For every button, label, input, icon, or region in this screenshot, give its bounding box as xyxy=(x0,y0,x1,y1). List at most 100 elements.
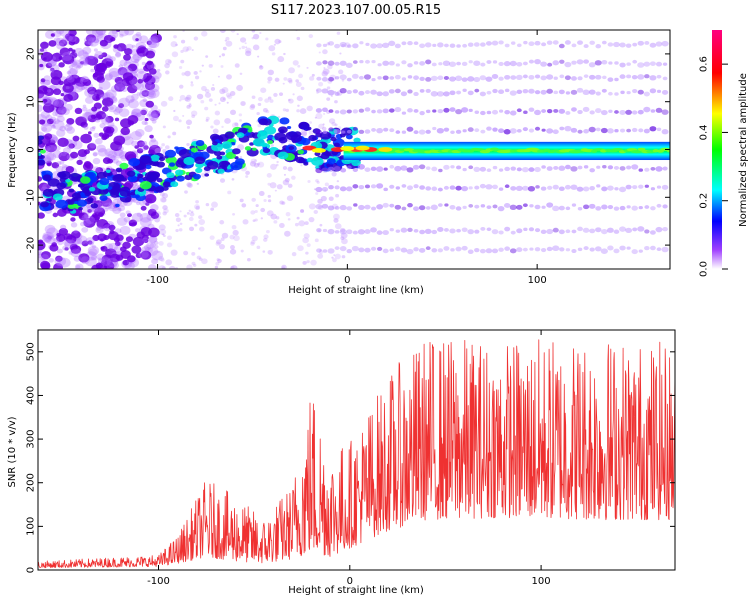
heatmap-cell xyxy=(273,43,276,46)
heatmap-cell xyxy=(239,119,242,122)
heatmap-cell xyxy=(124,30,135,36)
heatmap-cell xyxy=(383,187,388,192)
heatmap-cell xyxy=(294,222,299,227)
heatmap-cell xyxy=(432,109,437,113)
heatmap-cell xyxy=(125,210,131,215)
heatmap-cell xyxy=(504,88,510,93)
heatmap-cell xyxy=(81,86,86,90)
heatmap-cell xyxy=(180,59,185,64)
heatmap-cell xyxy=(82,52,90,58)
heatmap-cell xyxy=(498,168,504,172)
heatmap-cell xyxy=(650,245,656,251)
heatmap-cell xyxy=(282,82,285,85)
heatmap-cell xyxy=(504,246,511,251)
heatmap-cell xyxy=(230,265,238,269)
heatmap-cell xyxy=(136,70,148,80)
heatmap-cell xyxy=(589,228,596,234)
heatmap-cell xyxy=(649,42,657,48)
heatmap-cell xyxy=(175,266,179,269)
heatmap-cell xyxy=(89,55,94,60)
heatmap-cell xyxy=(338,69,344,75)
heatmap-cell xyxy=(99,94,105,99)
heatmap-cell xyxy=(577,226,583,232)
heatmap-cell xyxy=(389,164,395,169)
heatmap-cell xyxy=(90,68,95,73)
y-tick-label: 200 xyxy=(26,473,37,492)
heatmap-cell xyxy=(298,121,310,130)
heatmap-cell xyxy=(474,110,480,115)
heatmap-cell xyxy=(101,113,108,119)
heatmap-cell xyxy=(100,246,105,250)
heatmap-cell xyxy=(419,111,425,116)
heatmap-cell xyxy=(607,42,614,47)
heatmap-cell xyxy=(346,89,352,95)
heatmap-cell xyxy=(252,219,256,222)
heatmap-cell xyxy=(328,196,334,202)
heatmap-cell xyxy=(191,114,196,118)
heatmap-cell xyxy=(606,128,614,134)
heatmap-cell xyxy=(274,77,280,82)
heatmap-cell xyxy=(583,129,590,134)
heatmap-cell xyxy=(140,205,147,211)
heatmap-cell xyxy=(116,217,128,226)
heatmap-cell xyxy=(146,40,152,46)
heatmap-cell xyxy=(251,95,256,99)
heatmap-cell xyxy=(455,206,462,211)
heatmap-cell xyxy=(40,110,50,119)
heatmap-cell xyxy=(600,109,608,116)
heatmap-cell xyxy=(62,245,69,251)
heatmap-cell xyxy=(619,62,626,68)
heatmap-cell xyxy=(83,213,90,219)
heatmap-cell xyxy=(150,204,159,212)
heatmap-cell xyxy=(190,81,194,84)
heatmap-cell xyxy=(407,75,413,79)
heatmap-cell xyxy=(637,89,644,95)
heatmap-cell xyxy=(553,90,559,95)
heatmap-cell xyxy=(226,74,232,80)
heatmap-cell xyxy=(93,48,98,52)
heatmap-cell xyxy=(376,230,383,235)
heatmap-cell xyxy=(432,126,437,131)
heatmap-cell xyxy=(258,65,264,70)
heatmap-cell xyxy=(97,257,102,261)
heatmap-cell xyxy=(540,247,547,253)
heatmap-cell xyxy=(308,216,315,223)
heatmap-cell xyxy=(559,247,565,252)
heatmap-cell xyxy=(71,81,76,86)
heatmap-cell xyxy=(339,88,347,94)
heatmap-cell xyxy=(225,36,230,41)
y-tick-label: 500 xyxy=(26,342,37,361)
heatmap-cell xyxy=(595,44,602,49)
heatmap-cell xyxy=(638,168,644,172)
heatmap-cell xyxy=(303,162,309,166)
heatmap-cell xyxy=(498,76,504,81)
heatmap-cell xyxy=(250,158,257,164)
heatmap-cell xyxy=(161,143,165,147)
heatmap-cell xyxy=(655,61,663,67)
heatmap-cell xyxy=(131,245,142,254)
heatmap-cell xyxy=(230,161,243,171)
heatmap-cell xyxy=(233,235,240,242)
heatmap-cell xyxy=(59,160,65,165)
heatmap-cell xyxy=(175,217,181,223)
heatmap-cell xyxy=(185,49,188,52)
y-tick-label: 10 xyxy=(26,95,37,108)
heatmap-cell xyxy=(88,248,98,257)
heatmap-cell xyxy=(103,202,112,210)
heatmap-cell xyxy=(394,43,401,49)
heatmap-cell xyxy=(242,219,249,225)
heatmap-cell xyxy=(588,62,596,68)
heatmap-cell xyxy=(334,100,338,104)
heatmap-cell xyxy=(191,49,194,52)
heatmap-cell xyxy=(229,91,236,96)
heatmap-cell xyxy=(285,131,299,141)
heatmap-cell xyxy=(250,239,256,245)
heatmap-cell xyxy=(85,203,91,209)
heatmap-cell xyxy=(311,73,315,77)
heatmap-cell xyxy=(185,94,192,100)
heatmap-cell xyxy=(389,184,395,189)
heatmap-cell xyxy=(227,190,232,195)
heatmap-cell xyxy=(159,146,163,150)
heatmap-cell xyxy=(661,89,669,95)
